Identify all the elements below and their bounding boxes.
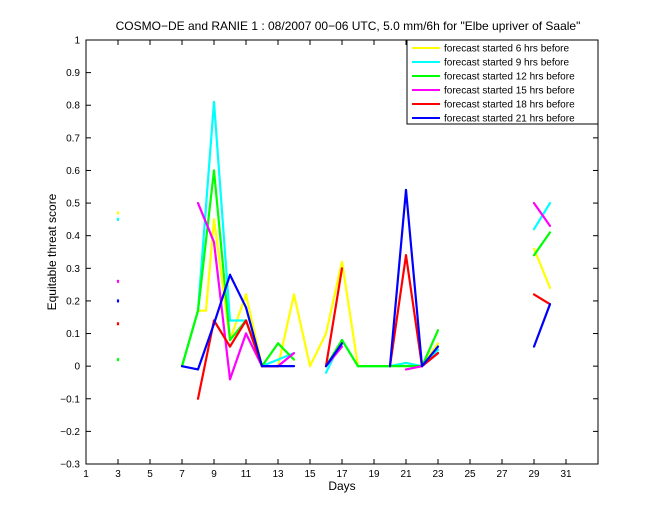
x-tick-label: 9 <box>211 469 217 480</box>
series-segment <box>532 303 552 348</box>
x-tick-label: 5 <box>147 469 153 480</box>
x-tick-label: 1 <box>83 469 89 480</box>
series-segment <box>180 365 200 371</box>
y-tick-label: 0.4 <box>66 231 80 242</box>
y-tick-label: −0.3 <box>60 460 80 471</box>
y-tick-label: 0.8 <box>66 101 80 112</box>
legend-label: forecast started 6 hrs before <box>444 44 570 55</box>
series-segment <box>228 273 248 309</box>
x-tick-label: 23 <box>432 469 444 480</box>
series-segment <box>196 169 216 312</box>
series-segment <box>324 260 344 335</box>
series-segment <box>308 332 328 368</box>
x-tick-label: 19 <box>368 469 380 480</box>
series-segment <box>324 267 344 368</box>
y-tick-label: 0.2 <box>66 296 80 307</box>
y-tick-label: 0.5 <box>66 199 80 210</box>
series-segment <box>340 260 360 368</box>
series-segment <box>532 247 552 289</box>
y-tick-label: 0.1 <box>66 329 80 340</box>
x-tick-label: 27 <box>496 469 508 480</box>
y-tick-label: 0.6 <box>66 166 80 177</box>
series-segment <box>196 322 216 371</box>
legend-label: forecast started 15 hrs before <box>444 86 575 97</box>
legend: forecast started 6 hrs before forecast st… <box>406 39 599 125</box>
x-axis-ticks: 1 3 5 7 9 11 13 15 17 19 21 23 25 27 29 31 <box>83 40 572 480</box>
series-segment <box>324 342 344 368</box>
series-segment <box>532 293 552 306</box>
legend-label: forecast started 12 hrs before <box>444 72 575 83</box>
series-segment <box>260 342 280 368</box>
x-tick-label: 21 <box>400 469 412 480</box>
legend-label: forecast started 21 hrs before <box>444 114 575 125</box>
x-tick-label: 13 <box>272 469 284 480</box>
x-tick-label: 11 <box>241 469 252 480</box>
series-segment <box>196 100 216 312</box>
chart-title: COSMO−DE and RANIE 1 : 08/2007 00−06 UTC… <box>116 19 581 33</box>
series-segment <box>228 332 248 381</box>
series-segment <box>404 365 424 371</box>
series-layer <box>116 100 552 400</box>
series-segment <box>212 319 232 348</box>
y-tick-label: −0.1 <box>60 394 80 405</box>
y-tick-label: −0.2 <box>60 427 80 438</box>
series-segment <box>420 329 440 368</box>
x-axis-label: Days <box>328 479 355 493</box>
series-segment <box>532 231 552 257</box>
x-tick-label: 29 <box>528 469 540 480</box>
y-tick-label: 0 <box>74 362 80 373</box>
legend-box <box>406 39 599 125</box>
series-segment <box>276 352 296 368</box>
legend-label: forecast started 18 hrs before <box>444 100 575 111</box>
series-segment <box>292 293 312 368</box>
x-tick-label: 7 <box>179 469 185 480</box>
y-axis-ticks: −0.3 −0.2 −0.1 0 0.1 0.2 0.3 0.4 0.5 0.6 0.7 0.8 0.9… <box>60 36 598 471</box>
y-axis-label: Equitable threat score <box>45 193 59 310</box>
series-segment <box>404 188 424 368</box>
series-segment <box>212 169 232 342</box>
x-tick-label: 15 <box>304 469 316 480</box>
series-segment <box>228 319 248 348</box>
series-6 <box>116 188 552 371</box>
series-segment <box>276 342 296 361</box>
series-segment <box>244 306 264 368</box>
series-segment <box>420 345 440 368</box>
y-tick-label: 0.9 <box>66 68 80 79</box>
series-3 <box>116 169 552 368</box>
y-tick-label: 1 <box>74 36 80 47</box>
series-segment <box>180 309 200 368</box>
x-tick-label: 25 <box>464 469 476 480</box>
y-tick-label: 0.7 <box>66 133 80 144</box>
x-tick-label: 17 <box>336 469 348 480</box>
x-tick-label: 3 <box>115 469 121 480</box>
legend-label: forecast started 9 hrs before <box>444 58 570 69</box>
x-tick-label: 31 <box>560 469 572 480</box>
series-segment <box>532 201 552 228</box>
series-segment <box>212 273 232 325</box>
legend-items: forecast started 6 hrs before forecast st… <box>412 44 575 125</box>
series-segment <box>204 218 216 312</box>
series-segment <box>340 338 360 368</box>
series-segment <box>276 293 296 368</box>
series-segment <box>212 241 232 381</box>
series-segment <box>388 188 408 368</box>
y-tick-label: 0.3 <box>66 264 80 275</box>
series-segment <box>196 201 216 244</box>
